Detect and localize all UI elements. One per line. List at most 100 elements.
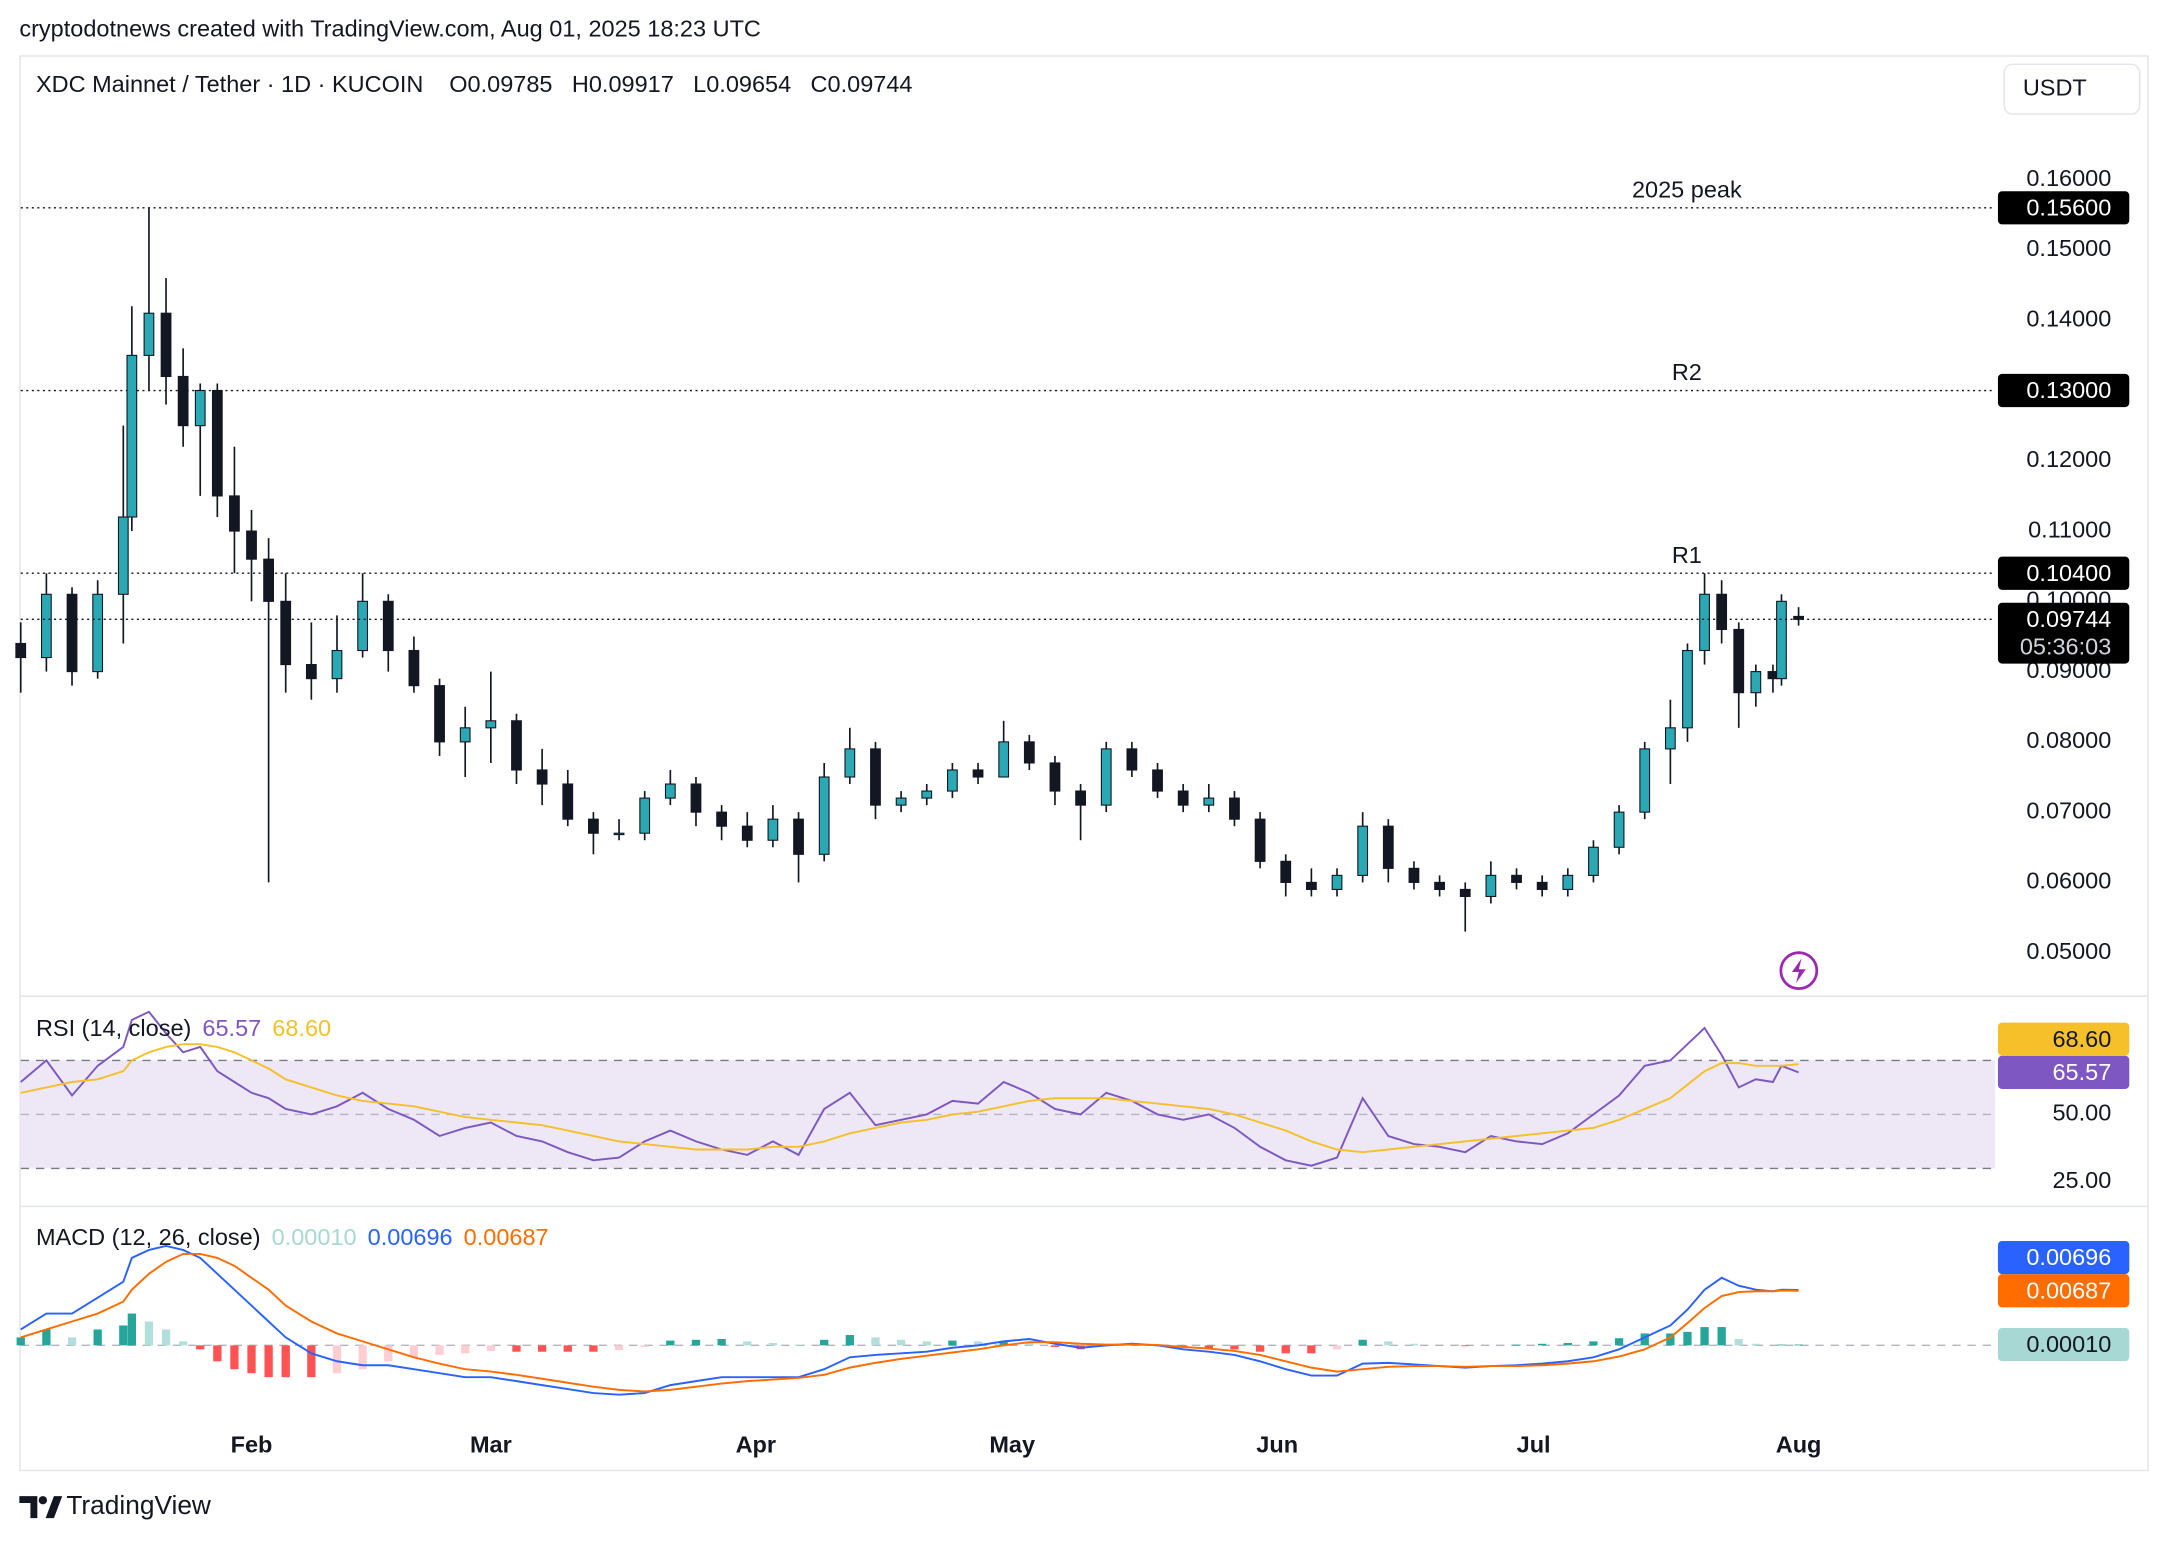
ohlc-prefix: C xyxy=(811,71,828,97)
candle-body xyxy=(664,783,676,799)
candle-body xyxy=(126,354,138,518)
bar-countdown: 05:36:03 xyxy=(2020,634,2111,660)
macd-histogram-bar xyxy=(666,1340,675,1346)
macd-histogram-bar xyxy=(640,1345,649,1347)
level-annotation: 2025 peak xyxy=(1632,176,1742,202)
macd-histogram-bar xyxy=(196,1345,205,1350)
candle-body xyxy=(143,312,155,356)
macd-histogram-bar xyxy=(743,1341,752,1346)
macd-histogram-bar xyxy=(999,1341,1008,1346)
candle-body xyxy=(1793,615,1804,620)
candle-body xyxy=(357,600,369,652)
candle-body xyxy=(211,389,223,497)
candle-body xyxy=(767,818,779,841)
candle-body xyxy=(263,558,275,602)
x-tick-label: Mar xyxy=(470,1431,512,1457)
candle-body xyxy=(485,720,497,729)
macd-histogram-bar xyxy=(1666,1333,1675,1346)
level-badge: 0.13000 xyxy=(2026,377,2111,403)
rsi-badge: 65.57 xyxy=(2052,1059,2111,1085)
candle-body xyxy=(562,783,574,820)
macd-histogram-bar xyxy=(16,1337,25,1346)
last-price: 0.09744 xyxy=(2026,606,2111,632)
macd-histogram-bar xyxy=(768,1342,778,1346)
candle-body xyxy=(117,516,129,595)
candle-body xyxy=(1100,748,1112,806)
macd-histogram-bar xyxy=(973,1341,983,1346)
macd-histogram-bar xyxy=(1683,1331,1692,1346)
macd-value: 0.00696 xyxy=(368,1224,453,1250)
candle-body xyxy=(716,811,728,827)
y-tick-label: 50.00 xyxy=(2052,1100,2111,1126)
macd-histogram-bar xyxy=(1204,1345,1213,1349)
y-tick-label: 0.07000 xyxy=(2026,797,2111,823)
macd-histogram-bar xyxy=(307,1345,316,1378)
macd-histogram-bar xyxy=(42,1329,51,1346)
rsi-badge-bg xyxy=(1997,1055,2130,1089)
macd-histogram-bar xyxy=(119,1325,128,1346)
x-tick-label: Apr xyxy=(736,1431,776,1457)
ohlc-value: 0.09785 xyxy=(468,71,553,97)
macd-histogram-bar xyxy=(1640,1333,1649,1346)
macd-histogram-bar xyxy=(1255,1345,1265,1352)
candle-body xyxy=(434,685,445,743)
candle-body xyxy=(280,600,292,666)
macd-histogram-bar xyxy=(871,1337,880,1346)
ohlc-value: 0.09654 xyxy=(706,71,791,97)
candle-body xyxy=(998,741,1010,778)
macd-histogram-bar xyxy=(281,1345,290,1378)
candle-body xyxy=(639,797,651,834)
macd-histogram-bar xyxy=(144,1321,154,1346)
x-tick-label: Aug xyxy=(1776,1431,1822,1457)
candle-body xyxy=(1562,874,1574,890)
macd-histogram-bar xyxy=(1614,1338,1624,1346)
macd-histogram-bar xyxy=(461,1345,470,1354)
logo-mark xyxy=(19,1496,38,1519)
x-tick-label: Jul xyxy=(1517,1431,1551,1457)
macd-histogram-bar xyxy=(1563,1342,1572,1346)
candle-body xyxy=(818,776,830,855)
y-tick-label: 0.12000 xyxy=(2026,446,2111,472)
level-badge-bg xyxy=(1997,556,2130,590)
macd-histogram-bar xyxy=(93,1329,102,1346)
candle-body xyxy=(1639,748,1651,813)
macd-histogram-bar xyxy=(1700,1327,1709,1346)
macd-title: MACD (12, 26, close) xyxy=(36,1224,261,1250)
candle-body xyxy=(160,312,172,378)
symbol-legend: XDC Mainnet / Tether · 1D · KUCOIN O0.09… xyxy=(36,71,913,97)
y-tick-label: 25.00 xyxy=(2052,1167,2111,1193)
macd-histogram-bar xyxy=(820,1339,829,1346)
alert-icon[interactable] xyxy=(1779,951,1819,991)
macd-histogram-bar xyxy=(1050,1345,1060,1347)
candle-body xyxy=(1733,628,1745,694)
rsi-legend: RSI (14, close) 65.57 68.60 xyxy=(36,1015,331,1041)
candle-body xyxy=(1229,797,1240,820)
macd-histogram-bar xyxy=(435,1345,444,1355)
y-tick-label: 0.11000 xyxy=(2028,516,2111,542)
candle-body xyxy=(1203,797,1215,806)
alert-bolt xyxy=(1791,958,1806,984)
macd-badge: 0.00696 xyxy=(2026,1244,2111,1270)
candle-body xyxy=(1588,846,1599,876)
macd-histogram-bar xyxy=(1358,1339,1367,1346)
currency-button[interactable] xyxy=(2003,63,2141,115)
macd-histogram-bar xyxy=(67,1337,77,1346)
macd-histogram-bar xyxy=(1409,1343,1419,1346)
macd-histogram-value: 0.00010 xyxy=(272,1224,357,1250)
macd-histogram-bar xyxy=(614,1345,624,1351)
macd-histogram-bar xyxy=(717,1338,726,1346)
macd-histogram-bar xyxy=(127,1313,137,1346)
macd-badge-bg xyxy=(1997,1327,2130,1362)
macd-histogram-bar xyxy=(1332,1345,1342,1350)
macd-histogram-bar xyxy=(332,1345,342,1374)
candle-body xyxy=(40,593,52,659)
candle-body xyxy=(331,649,343,680)
candle-body xyxy=(1152,769,1163,792)
y-tick-label: 0.05000 xyxy=(2026,938,2111,964)
macd-histogram-bar xyxy=(1230,1345,1239,1350)
level-annotation: R1 xyxy=(1672,542,1702,568)
macd-histogram-bar xyxy=(512,1345,521,1352)
